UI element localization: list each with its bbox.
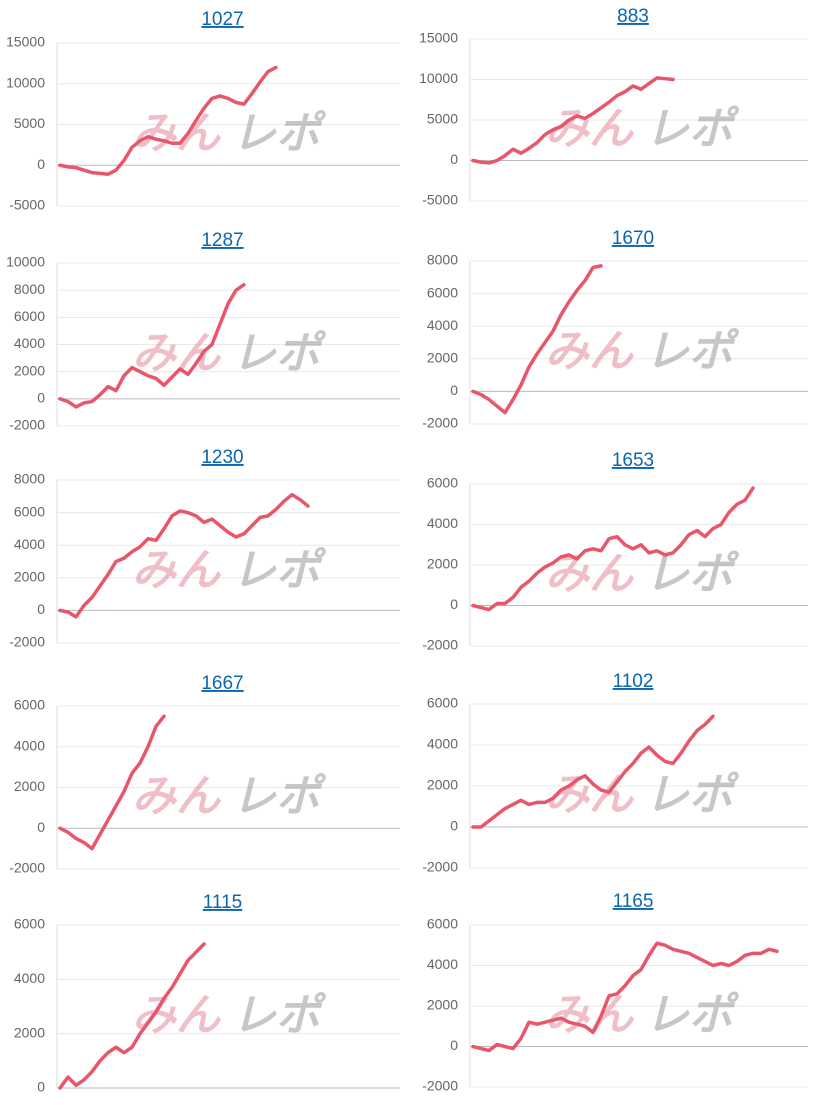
y-tick-label: -2000: [422, 637, 458, 653]
watermark: みん: [132, 109, 222, 158]
y-tick-label: 10000: [419, 70, 458, 86]
y-tick-label: 0: [37, 601, 45, 617]
y-tick-label: 2000: [14, 569, 45, 585]
y-tick-label: 4000: [14, 737, 45, 753]
chart-title[interactable]: 1165: [613, 891, 654, 912]
series-line: [58, 65, 278, 176]
watermark: みん: [132, 772, 222, 821]
y-tick-label: 0: [450, 818, 458, 834]
watermark: レポ: [645, 105, 740, 154]
series-line: [471, 714, 715, 829]
chart-title[interactable]: 1287: [201, 230, 243, 251]
chart-title[interactable]: 1670: [612, 228, 654, 249]
watermark: レポ: [645, 991, 740, 1040]
y-tick-label: 2000: [14, 1024, 45, 1040]
y-tick-label: 4000: [14, 536, 45, 552]
chart-title[interactable]: 1115: [203, 892, 242, 913]
y-tick-label: 6000: [14, 916, 45, 932]
watermark: みん: [545, 105, 635, 154]
y-tick-label: 10000: [6, 254, 45, 270]
watermark: みん: [545, 991, 635, 1040]
chart-title[interactable]: 883: [617, 6, 649, 27]
chart-title[interactable]: 1027: [201, 9, 243, 30]
y-tick-label: -2000: [9, 634, 45, 650]
series-line: [471, 264, 603, 415]
y-tick-label: 2000: [14, 778, 45, 794]
chart-title[interactable]: 1102: [613, 671, 654, 692]
series-line: [471, 76, 675, 165]
y-tick-label: -2000: [422, 859, 458, 875]
y-tick-label: 15000: [419, 30, 458, 46]
y-tick-label: 8000: [427, 252, 458, 268]
watermark: みん: [132, 546, 222, 595]
y-tick-label: 6000: [427, 284, 458, 300]
watermark: レポ: [232, 991, 327, 1040]
y-tick-label: 4000: [427, 736, 458, 752]
watermark: レポ: [232, 109, 327, 158]
y-tick-label: 2000: [427, 350, 458, 366]
series-line: [58, 714, 166, 851]
watermark: レポ: [232, 329, 327, 378]
y-tick-label: 0: [37, 1079, 45, 1095]
y-tick-label: 0: [37, 390, 45, 406]
y-tick-label: 6000: [14, 503, 45, 519]
y-tick-label: 6000: [14, 697, 45, 713]
y-tick-label: 0: [37, 819, 45, 835]
series-line: [471, 941, 779, 1053]
y-tick-label: 5000: [427, 111, 458, 127]
chart-title[interactable]: 1667: [201, 673, 243, 694]
y-tick-label: 8000: [14, 471, 45, 487]
y-tick-label: 4000: [14, 970, 45, 986]
y-tick-label: 0: [450, 382, 458, 398]
y-tick-label: -2000: [9, 417, 45, 433]
series-line: [58, 942, 206, 1090]
y-tick-label: 2000: [427, 556, 458, 572]
y-tick-label: -2000: [422, 415, 458, 431]
y-tick-label: 5000: [14, 115, 45, 131]
watermark: レポ: [645, 327, 740, 376]
y-tick-label: 15000: [6, 34, 45, 50]
watermark: みん: [545, 327, 635, 376]
y-tick-label: -5000: [422, 192, 458, 208]
y-tick-label: 4000: [14, 335, 45, 351]
y-tick-label: 10000: [6, 74, 45, 90]
watermark: レポ: [645, 771, 740, 820]
series-line: [58, 282, 246, 409]
series-line: [471, 486, 755, 612]
y-tick-label: 2000: [427, 997, 458, 1013]
y-tick-label: 6000: [427, 695, 458, 711]
watermark: レポ: [232, 772, 327, 821]
watermark: みん: [132, 991, 222, 1040]
y-tick-label: 4000: [427, 317, 458, 333]
y-tick-label: 4000: [427, 515, 458, 531]
y-tick-label: 8000: [14, 281, 45, 297]
chart-title[interactable]: 1653: [612, 450, 654, 471]
y-tick-label: -5000: [9, 197, 45, 213]
y-tick-label: 0: [450, 1037, 458, 1053]
y-tick-label: 0: [450, 596, 458, 612]
y-tick-label: -2000: [422, 1078, 458, 1094]
y-tick-label: 4000: [427, 956, 458, 972]
chart-title[interactable]: 1230: [201, 447, 243, 468]
y-tick-label: 6000: [427, 916, 458, 932]
y-tick-label: 2000: [14, 362, 45, 378]
watermark: レポ: [645, 550, 740, 599]
y-tick-label: -2000: [9, 860, 45, 876]
watermark: レポ: [232, 546, 327, 595]
y-tick-label: 0: [450, 151, 458, 167]
y-tick-label: 0: [37, 156, 45, 172]
series-line: [58, 492, 310, 619]
y-tick-label: 6000: [14, 308, 45, 324]
y-tick-label: 6000: [427, 475, 458, 491]
y-tick-label: 2000: [427, 777, 458, 793]
